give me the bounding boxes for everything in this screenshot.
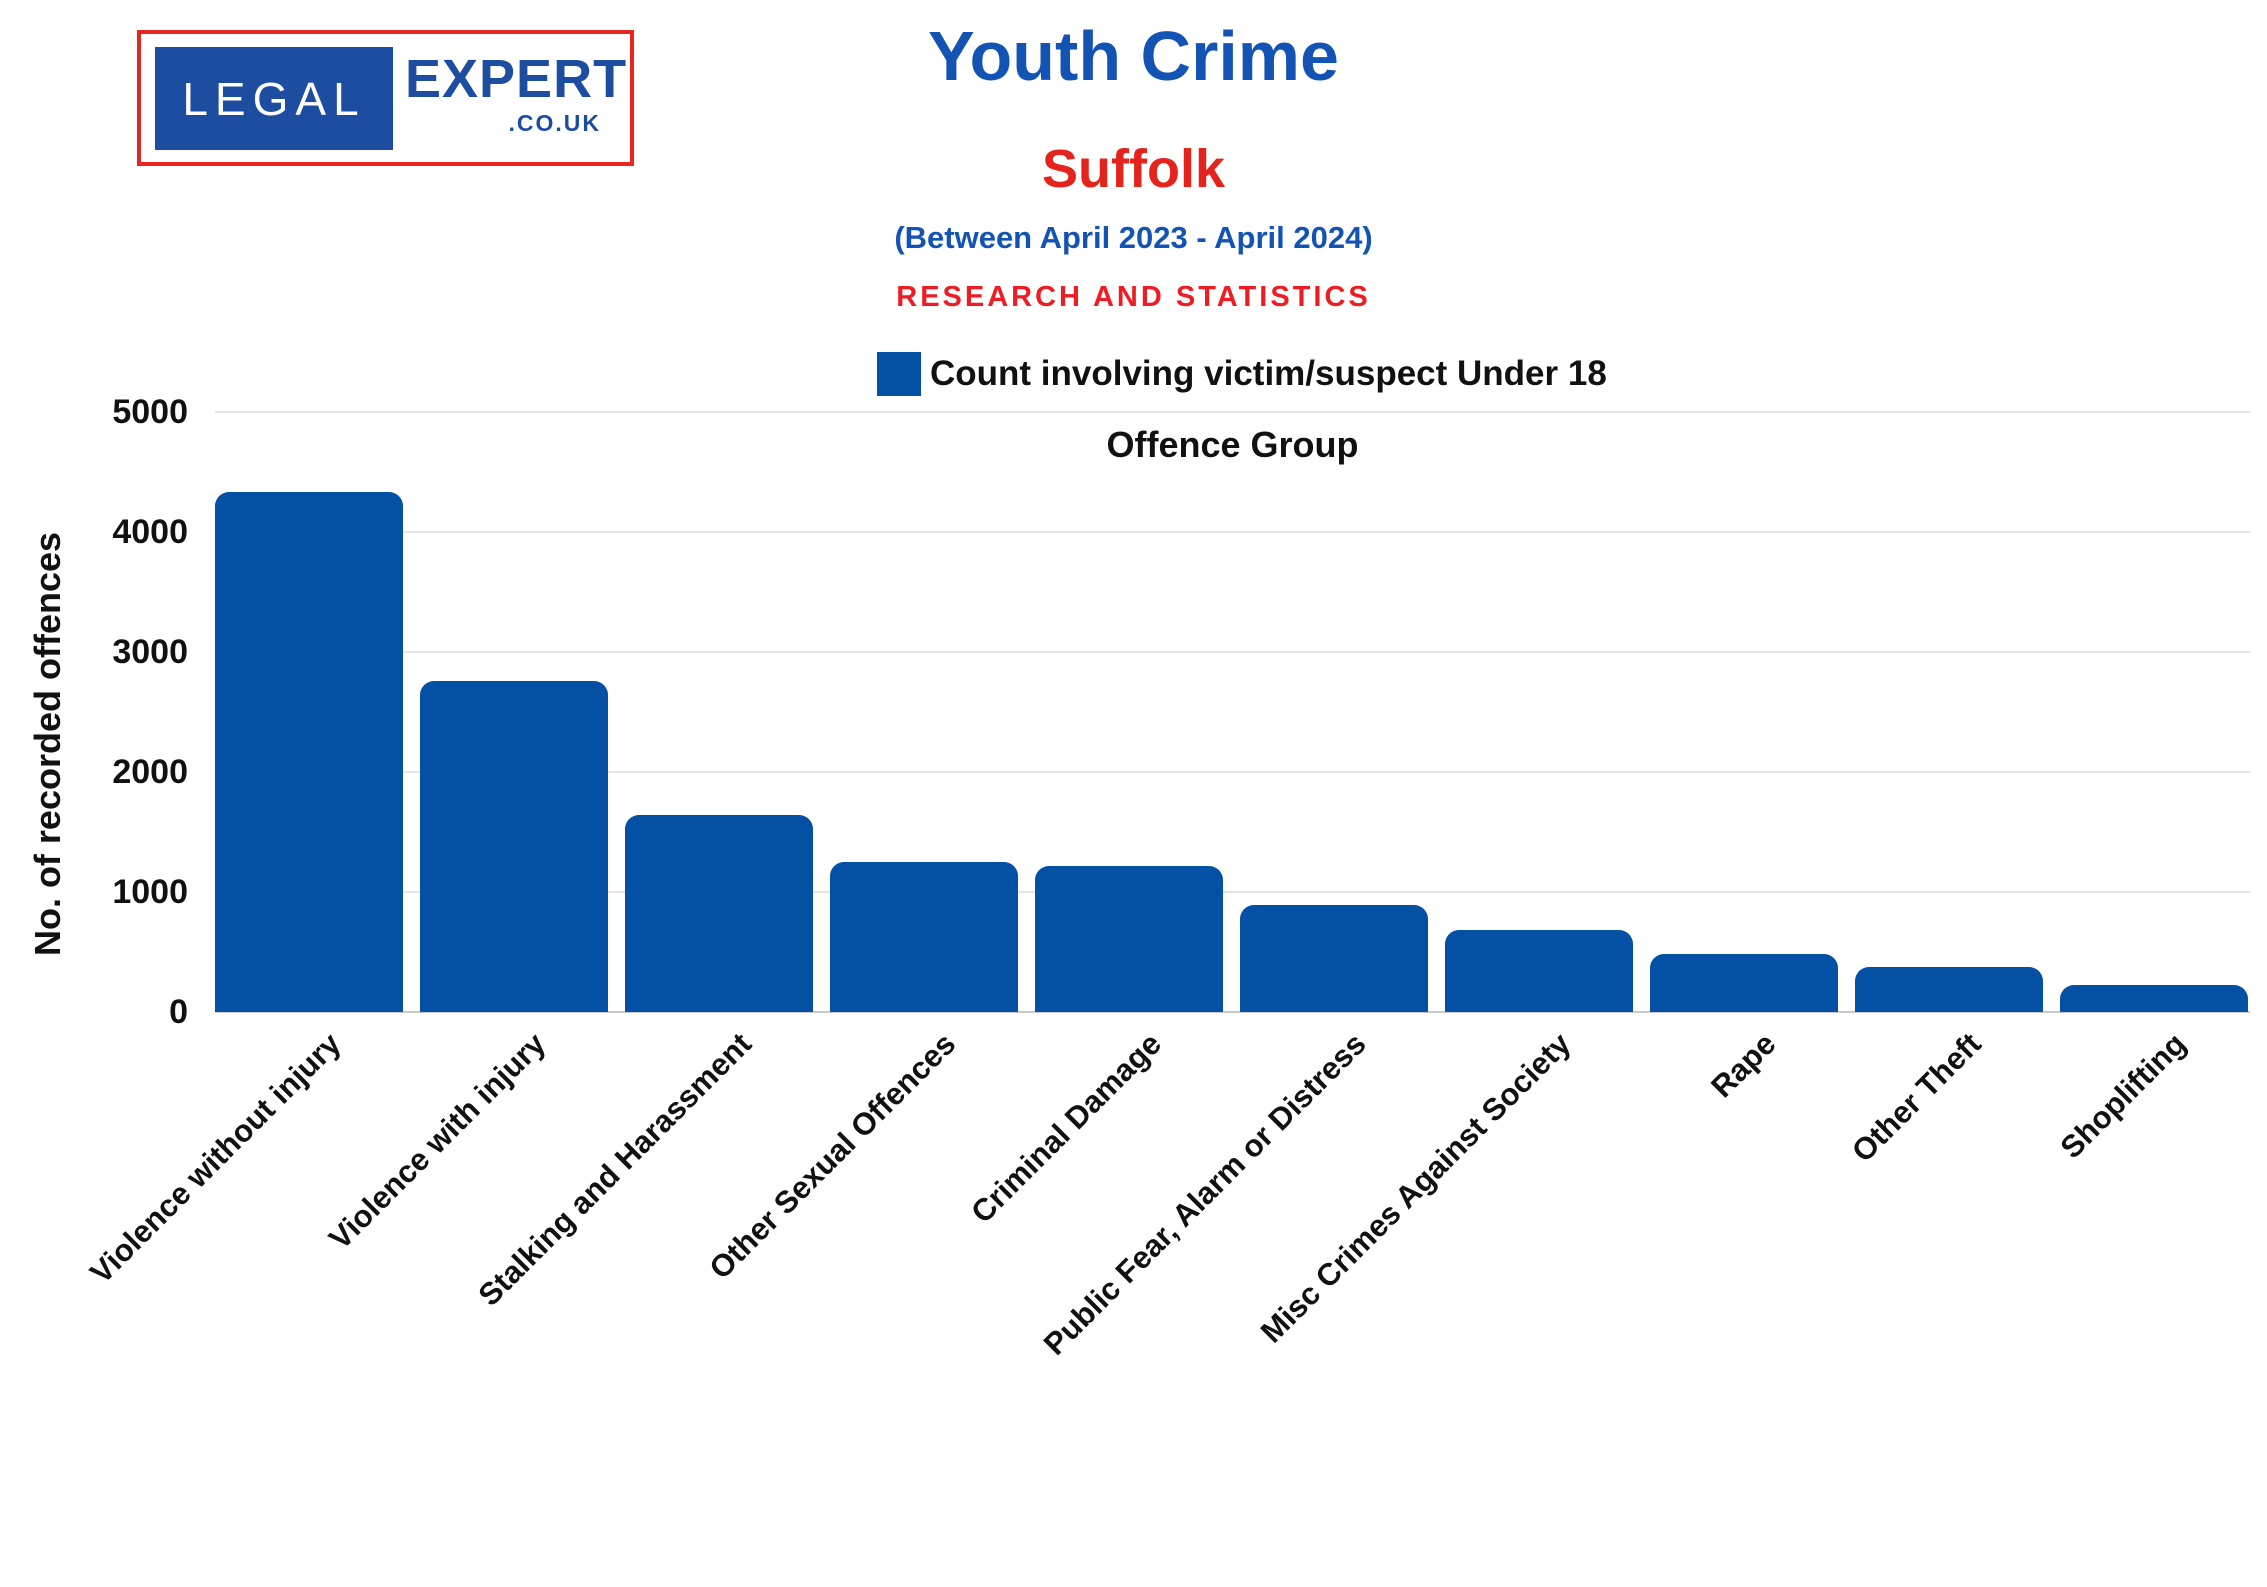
x-axis-label: Public Fear, Alarm or Distress [1036,1026,1373,1362]
x-axis-label: Shoplifting [2053,1026,2193,1166]
gridline [215,891,2250,893]
bar [1650,954,1838,1012]
bar [830,862,1018,1012]
bar [1240,905,1428,1012]
logo-couk-text: .CO.UK [508,110,601,136]
logo-expert-text: EXPERT [405,49,628,109]
legend-swatch-icon [877,352,921,396]
bar [1855,967,2043,1012]
x-axis-label: Rape [1704,1026,1783,1105]
y-axis-tick-label: 4000 [112,513,188,551]
gridline [215,651,2250,653]
x-axis-label: Violence without injury [83,1026,348,1291]
y-axis-title: No. of recorded offences [27,531,68,957]
bar [1035,865,1223,1012]
x-axis-title: Offence Group [1106,424,1359,465]
region-subtitle: Suffolk [1042,139,1225,199]
bar [625,815,813,1012]
y-axis-tick-label: 5000 [112,393,188,431]
y-axis-tick-label: 0 [169,993,188,1031]
x-axis-label: Criminal Damage [963,1026,1168,1230]
date-range: (Between April 2023 - April 2024) [894,220,1373,255]
x-axis-label: Other Theft [1844,1026,1988,1169]
y-axis-tick-label: 3000 [112,633,188,671]
bar [215,492,403,1012]
bar [2060,985,2248,1012]
logo-legal-text: LEGAL [182,72,366,125]
legal-expert-logo: LEGAL EXPERT .CO.UK [137,30,634,166]
bar [1445,930,1633,1012]
y-axis-tick-label: 2000 [112,753,188,791]
y-axis-tick-label: 1000 [112,873,188,911]
logo-blue-box: LEGAL [155,47,393,150]
research-tagline: RESEARCH AND STATISTICS [896,281,1371,313]
gridline [215,411,2250,413]
gridline [215,531,2250,533]
x-axis-label: Violence with injury [322,1026,553,1257]
page-title: Youth Crime [928,17,1339,95]
bar [420,680,608,1012]
legend-label: Count involving victim/suspect Under 18 [930,354,1607,393]
gridline [215,771,2250,773]
x-axis-baseline [215,1011,2250,1013]
